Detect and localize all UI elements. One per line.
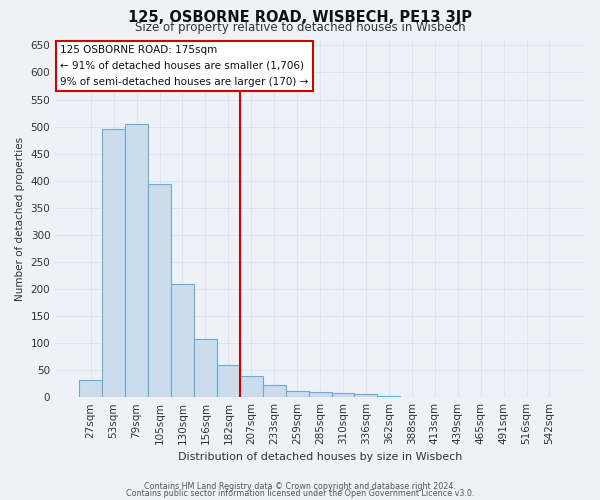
Bar	[400, 396, 423, 397]
Bar	[538, 396, 561, 397]
Bar	[125, 124, 148, 397]
X-axis label: Distribution of detached houses by size in Wisbech: Distribution of detached houses by size …	[178, 452, 462, 462]
Bar	[423, 396, 446, 397]
Bar	[194, 338, 217, 397]
Bar	[377, 396, 400, 397]
Text: 125, OSBORNE ROAD, WISBECH, PE13 3JP: 125, OSBORNE ROAD, WISBECH, PE13 3JP	[128, 10, 472, 25]
Text: Contains HM Land Registry data © Crown copyright and database right 2024.: Contains HM Land Registry data © Crown c…	[144, 482, 456, 491]
Bar	[148, 184, 171, 397]
Bar	[308, 392, 332, 397]
Bar	[286, 390, 308, 397]
Bar	[332, 393, 355, 397]
Bar	[263, 386, 286, 397]
Bar	[79, 380, 102, 397]
Text: Size of property relative to detached houses in Wisbech: Size of property relative to detached ho…	[134, 21, 466, 34]
Bar	[102, 130, 125, 397]
Bar	[217, 364, 240, 397]
Y-axis label: Number of detached properties: Number of detached properties	[15, 136, 25, 300]
Text: Contains public sector information licensed under the Open Government Licence v3: Contains public sector information licen…	[126, 488, 474, 498]
Bar	[240, 376, 263, 397]
Bar	[355, 394, 377, 397]
Bar	[171, 284, 194, 397]
Text: 125 OSBORNE ROAD: 175sqm
← 91% of detached houses are smaller (1,706)
9% of semi: 125 OSBORNE ROAD: 175sqm ← 91% of detach…	[61, 46, 309, 86]
